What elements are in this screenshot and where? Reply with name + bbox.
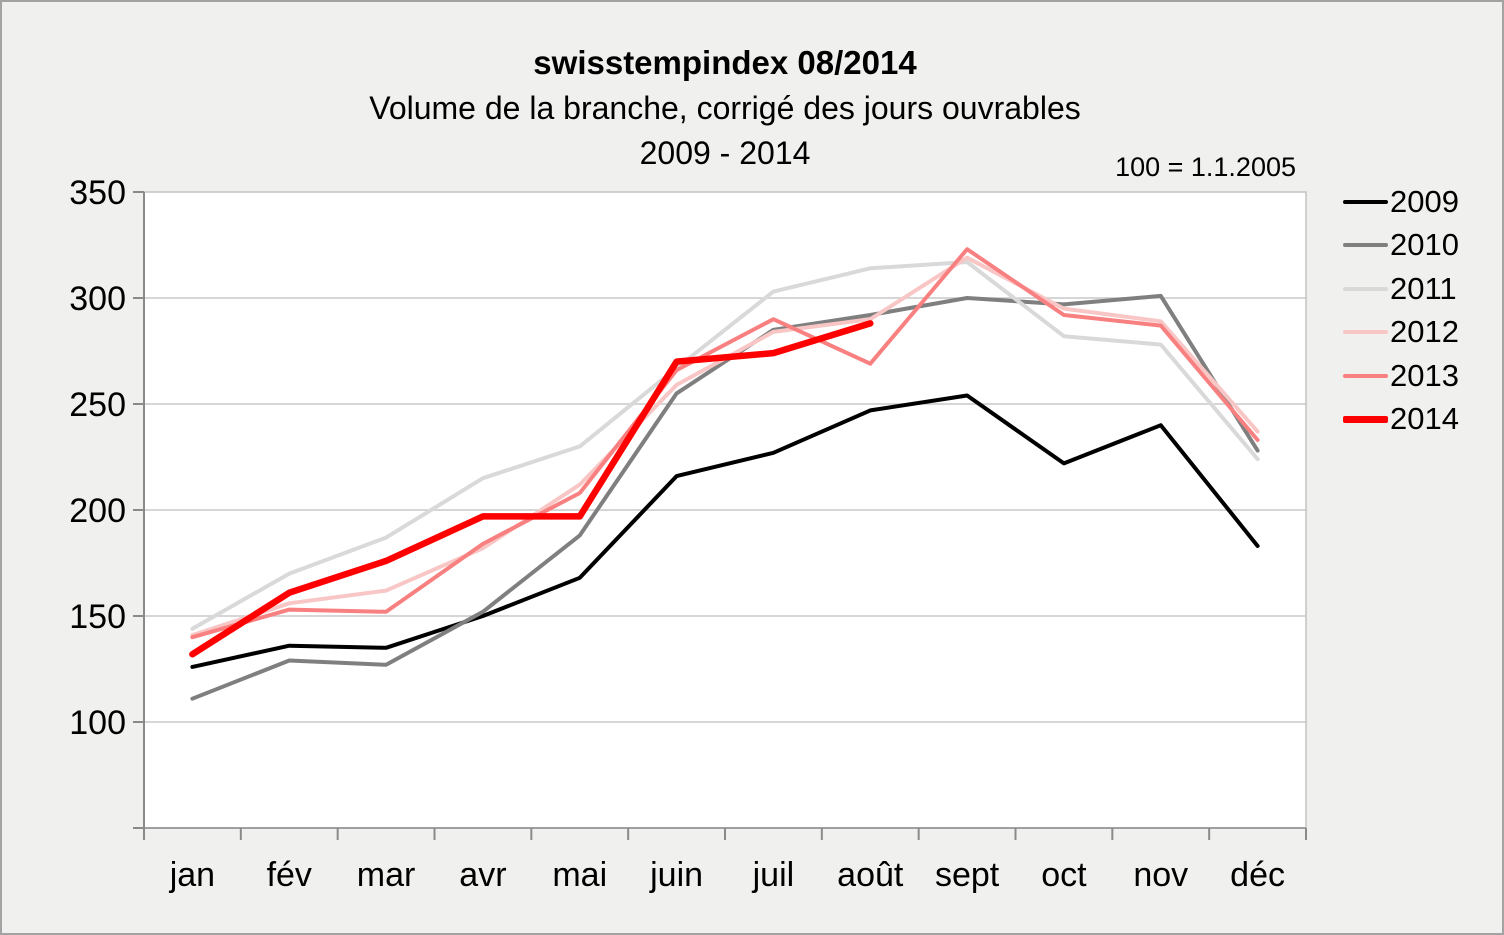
legend-line-swatch-2013 bbox=[1343, 373, 1388, 378]
series-line-2009 bbox=[190, 393, 1260, 669]
legend-label: 2011 bbox=[1390, 270, 1457, 306]
x-axis-label: nov bbox=[1133, 856, 1188, 894]
series-line-2011 bbox=[190, 260, 1260, 631]
x-axis-label: sept bbox=[935, 856, 1000, 894]
chart-title: swisstempindex 08/2014 bbox=[533, 44, 917, 81]
legend-item-2013: 2013 bbox=[1343, 354, 1459, 398]
x-axis-label: oct bbox=[1041, 856, 1087, 894]
series-line-2013 bbox=[190, 247, 1260, 640]
x-axis-label: fév bbox=[267, 856, 312, 894]
y-axis-label: 100 bbox=[69, 704, 126, 742]
x-axis-label: mar bbox=[357, 856, 416, 894]
legend-label: 2014 bbox=[1390, 401, 1459, 437]
legend-line-swatch-2014 bbox=[1343, 415, 1388, 423]
y-axis-label: 300 bbox=[69, 280, 126, 318]
legend-line-swatch-2012 bbox=[1343, 330, 1388, 335]
legend-line-swatch-2009 bbox=[1343, 199, 1388, 204]
legend-item-2012: 2012 bbox=[1343, 311, 1459, 355]
base-index-note: 100 = 1.1.2005 bbox=[1115, 152, 1296, 182]
x-axis-label: mai bbox=[552, 856, 607, 894]
chart-subtitle: Volume de la branche, corrigé des jours … bbox=[369, 90, 1081, 126]
x-axis-label: déc bbox=[1230, 856, 1285, 894]
y-axis-label: 350 bbox=[69, 174, 126, 212]
legend-item-2014: 2014 bbox=[1343, 398, 1459, 442]
x-axis-label: jan bbox=[169, 856, 215, 894]
y-axis-label: 200 bbox=[69, 492, 126, 530]
legend-label: 2012 bbox=[1390, 314, 1459, 350]
x-axis-label: août bbox=[837, 856, 904, 894]
legend-line-swatch-2011 bbox=[1343, 286, 1388, 291]
legend-label: 2010 bbox=[1390, 227, 1459, 263]
legend-item-2011: 2011 bbox=[1343, 267, 1459, 311]
legend-label: 2009 bbox=[1390, 183, 1459, 219]
x-axis-label: juin bbox=[649, 856, 703, 894]
y-axis-label: 250 bbox=[69, 386, 126, 424]
y-axis-label: 150 bbox=[69, 598, 126, 636]
x-axis-label: juil bbox=[752, 856, 795, 894]
series-line-2014 bbox=[189, 320, 874, 658]
legend: 2009 2010 2011 2012 2013 2014 bbox=[1343, 180, 1459, 441]
chart-period: 2009 - 2014 bbox=[639, 135, 811, 171]
x-axis-label: avr bbox=[459, 856, 506, 894]
legend-label: 2013 bbox=[1390, 357, 1459, 393]
series-line-2010 bbox=[190, 293, 1260, 701]
legend-line-swatch-2010 bbox=[1343, 243, 1388, 248]
title-block: swisstempindex 08/2014 Volume de la bran… bbox=[144, 40, 1306, 176]
legend-item-2010: 2010 bbox=[1343, 224, 1459, 268]
legend-item-2009: 2009 bbox=[1343, 180, 1459, 224]
